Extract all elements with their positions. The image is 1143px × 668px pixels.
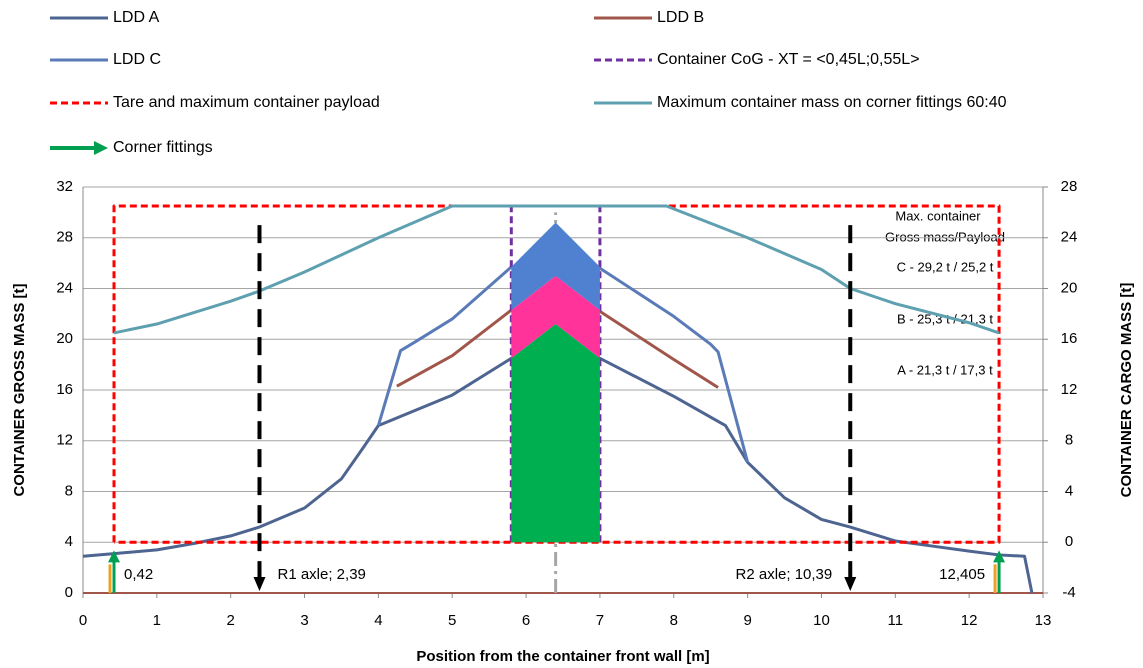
x-tick-label: 2 bbox=[227, 612, 235, 629]
y-tick-label: 12 bbox=[56, 432, 73, 449]
region bbox=[511, 275, 600, 359]
x-tick-label: 6 bbox=[522, 612, 530, 629]
y-tick-label: 24 bbox=[56, 279, 73, 296]
axle-label: R2 axle; 10,39 bbox=[736, 566, 833, 583]
series-line bbox=[113, 204, 1000, 335]
y-tick-label: 28 bbox=[56, 229, 73, 246]
legend-label: LDD C bbox=[113, 51, 161, 68]
annotation: A - 21,3 t / 17,3 t bbox=[897, 362, 993, 377]
y-tick-label: 0 bbox=[65, 584, 73, 601]
x-tick-label: 9 bbox=[743, 612, 751, 629]
y-axis-title: CONTAINER GROSS MASS [t] bbox=[11, 283, 28, 496]
x-tick-label: 12 bbox=[961, 612, 978, 629]
axle-arrowhead bbox=[253, 577, 266, 591]
legend-label: Maximum container mass on corner fitting… bbox=[657, 94, 1007, 111]
y2-tick-label: 16 bbox=[1061, 330, 1078, 347]
x-tick-label: 1 bbox=[153, 612, 161, 629]
y-tick-label: 16 bbox=[56, 381, 73, 398]
fitting-arrowhead bbox=[108, 550, 121, 563]
annotation: Gross mass/Payload bbox=[885, 229, 1005, 244]
y2-tick-label: 24 bbox=[1061, 229, 1078, 246]
x-tick-label: 0 bbox=[79, 612, 87, 629]
y-tick-label: 4 bbox=[65, 533, 73, 550]
y2-tick-label: 28 bbox=[1061, 178, 1078, 195]
axle-arrowhead bbox=[844, 577, 857, 591]
fitting-label: 12,405 bbox=[939, 566, 985, 583]
region bbox=[511, 222, 600, 311]
legend-label: Tare and maximum container payload bbox=[113, 94, 380, 111]
y2-tick-label: 20 bbox=[1061, 279, 1078, 296]
x-tick-label: 11 bbox=[888, 612, 904, 629]
annotation: B - 25,3 t / 21,3 t bbox=[897, 311, 993, 326]
y2-tick-label: 4 bbox=[1065, 482, 1073, 499]
legend-label: Container CoG - XT = <0,45L;0,55L> bbox=[657, 51, 920, 68]
x-tick-label: 3 bbox=[300, 612, 308, 629]
y-tick-label: 8 bbox=[65, 482, 73, 499]
legend-label: LDD B bbox=[657, 9, 704, 26]
region bbox=[511, 324, 600, 543]
annotation: Max. container bbox=[895, 208, 981, 223]
x-axis-title: Position from the container front wall [… bbox=[416, 648, 709, 665]
legend-label: LDD A bbox=[113, 9, 160, 26]
series-line bbox=[112, 204, 1001, 544]
y2-tick-label: 0 bbox=[1065, 533, 1073, 550]
annotation: C - 29,2 t / 25,2 t bbox=[897, 259, 994, 274]
x-tick-label: 13 bbox=[1035, 612, 1052, 629]
y2-axis-title: CONTAINER CARGO MASS [t] bbox=[1118, 283, 1135, 498]
legend-marker bbox=[94, 141, 108, 155]
y2-tick-label: 12 bbox=[1061, 381, 1078, 398]
x-tick-label: 5 bbox=[448, 612, 456, 629]
y-tick-label: 20 bbox=[56, 330, 73, 347]
x-tick-label: 4 bbox=[374, 612, 382, 629]
fitting-label: 0,42 bbox=[124, 566, 153, 583]
x-tick-label: 10 bbox=[813, 612, 830, 629]
fitting-arrowhead bbox=[993, 550, 1006, 563]
y2-tick-label: 8 bbox=[1065, 432, 1073, 449]
x-tick-label: 7 bbox=[596, 612, 604, 629]
y-tick-label: 32 bbox=[56, 178, 73, 195]
legend-label: Corner fittings bbox=[113, 139, 213, 156]
axle-label: R1 axle; 2,39 bbox=[277, 566, 365, 583]
x-tick-label: 8 bbox=[670, 612, 678, 629]
y2-tick-label: -4 bbox=[1062, 584, 1075, 601]
